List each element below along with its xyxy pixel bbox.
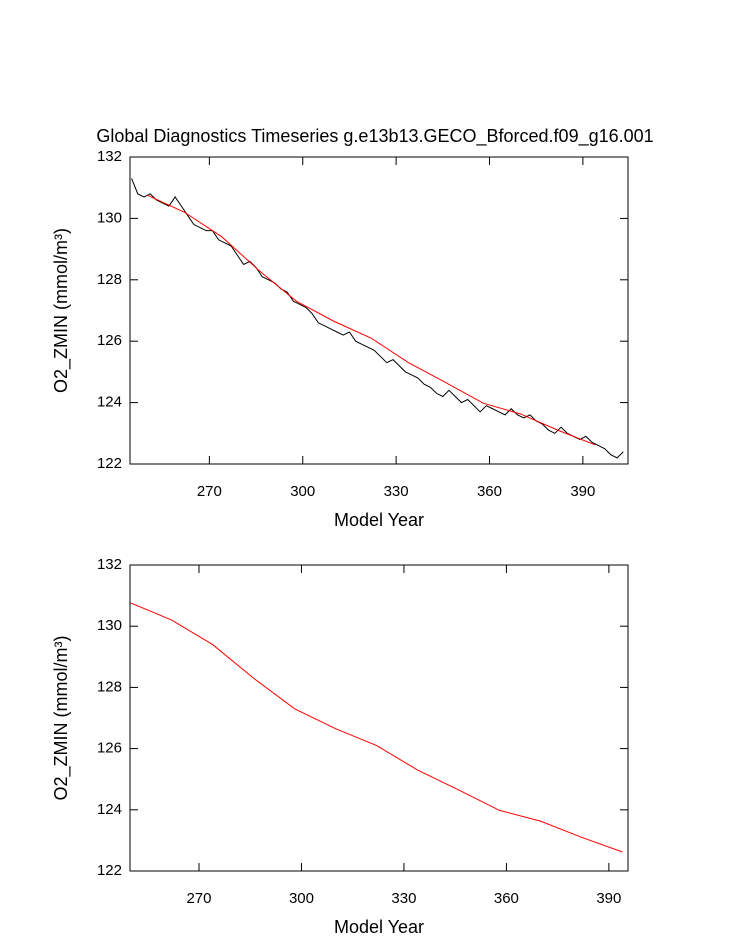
x-tick-label: 390 xyxy=(570,483,595,500)
y-tick-label: 128 xyxy=(97,271,122,288)
x-tick-label: 330 xyxy=(391,890,416,907)
y-tick-label: 122 xyxy=(97,455,122,472)
x-tick-label: 300 xyxy=(289,890,314,907)
x-axis-label: Model Year xyxy=(334,510,424,530)
y-tick-label: 130 xyxy=(97,209,122,226)
x-tick-label: 390 xyxy=(596,890,621,907)
series-line xyxy=(131,178,624,459)
x-tick-label: 360 xyxy=(477,483,502,500)
x-tick-label: 330 xyxy=(384,483,409,500)
y-tick-label: 122 xyxy=(97,862,122,879)
plot-frame xyxy=(129,564,629,872)
y-tick-label: 124 xyxy=(97,801,122,818)
series-line xyxy=(146,194,596,446)
plot-frame xyxy=(129,156,629,465)
y-tick-label: 130 xyxy=(97,617,122,634)
y-tick-label: 132 xyxy=(97,556,122,573)
y-tick-label: 128 xyxy=(97,678,122,695)
x-axis-label: Model Year xyxy=(334,917,424,937)
y-tick-label: 126 xyxy=(97,332,122,349)
y-tick-label: 124 xyxy=(97,394,122,411)
x-tick-label: 270 xyxy=(186,890,211,907)
y-tick-label: 126 xyxy=(97,740,122,757)
x-tick-label: 270 xyxy=(197,483,222,500)
y-tick-label: 132 xyxy=(97,148,122,165)
x-tick-label: 360 xyxy=(494,890,519,907)
series-line xyxy=(130,602,623,853)
y-axis-label: O2_ZMIN (mmol/m³) xyxy=(51,228,72,393)
chart-title: Global Diagnostics Timeseries g.e13b13.G… xyxy=(96,126,653,147)
x-tick-label: 300 xyxy=(290,483,315,500)
y-axis-label: O2_ZMIN (mmol/m³) xyxy=(51,636,72,801)
